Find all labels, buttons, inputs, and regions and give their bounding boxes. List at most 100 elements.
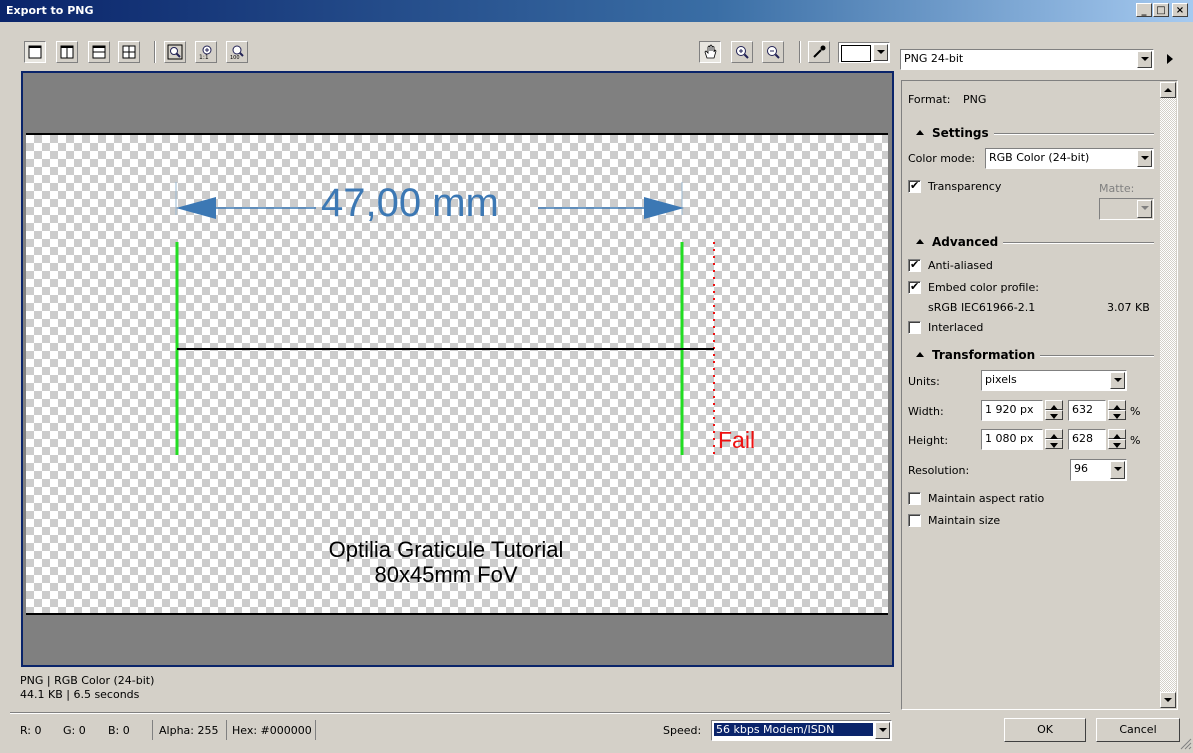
- preview-info-size: 44.1 KB | 6.5 seconds: [20, 688, 140, 701]
- collapse-icon: [916, 239, 924, 244]
- zoom-out-icon[interactable]: [762, 41, 784, 63]
- divider: [994, 133, 1154, 135]
- hand-tool-icon[interactable]: [699, 41, 721, 63]
- interlaced-checkbox[interactable]: [908, 321, 921, 334]
- settings-section-header[interactable]: Settings: [916, 126, 989, 140]
- expand-arrow-icon[interactable]: [1160, 49, 1180, 70]
- transformation-section-header[interactable]: Transformation: [916, 348, 1035, 362]
- zoom-100-icon[interactable]: 100: [226, 41, 248, 63]
- profile-size: 3.07 KB: [1107, 301, 1150, 314]
- format-select[interactable]: PNG 24-bit: [900, 49, 1154, 70]
- toolbar-separator: [799, 41, 801, 63]
- units-select[interactable]: pixels: [981, 370, 1127, 391]
- caption: Optilia Graticule Tutorial 80x45mm FoV: [26, 537, 866, 587]
- collapse-icon: [916, 352, 924, 357]
- embed-profile-label: Embed color profile:: [928, 281, 1039, 294]
- zoom-actual-size-icon[interactable]: 1:1: [195, 41, 217, 63]
- maintain-size-checkbox[interactable]: [908, 514, 921, 527]
- height-percent-stepper[interactable]: [1108, 429, 1126, 449]
- arrow-right-icon: [644, 197, 684, 219]
- cancel-button[interactable]: Cancel: [1096, 718, 1180, 742]
- status-hex: Hex: #000000: [232, 724, 312, 737]
- status-r: R: 0: [20, 724, 42, 737]
- units-label: Units:: [908, 375, 940, 388]
- single-view-icon[interactable]: [24, 41, 46, 63]
- status-divider: [315, 720, 316, 740]
- percent-sign: %: [1130, 434, 1141, 447]
- divider: [10, 712, 890, 714]
- height-percent-input[interactable]: 628: [1068, 429, 1106, 450]
- color-mode-label: Color mode:: [908, 152, 976, 165]
- status-divider: [152, 720, 153, 740]
- collapse-icon: [916, 130, 924, 135]
- anti-aliased-label: Anti-aliased: [928, 259, 993, 272]
- matte-color-picker[interactable]: [838, 42, 890, 63]
- color-mode-select[interactable]: RGB Color (24-bit): [985, 148, 1154, 169]
- chevron-down-icon: [1110, 372, 1125, 389]
- ok-button[interactable]: OK: [1004, 718, 1086, 742]
- maintain-size-label: Maintain size: [928, 514, 1001, 527]
- width-input[interactable]: 1 920 px: [981, 400, 1043, 421]
- matte-select[interactable]: [1099, 198, 1154, 220]
- height-input[interactable]: 1 080 px: [981, 429, 1043, 450]
- profile-name: sRGB IEC61966-2.1: [928, 301, 1036, 314]
- preview-canvas[interactable]: 47,00 mm Fail Optilia Graticule Tutorial…: [26, 133, 888, 615]
- advanced-section-header[interactable]: Advanced: [916, 235, 998, 249]
- quad-view-icon[interactable]: [118, 41, 140, 63]
- graticule-graphic: [175, 182, 715, 455]
- chevron-down-icon: [1137, 51, 1152, 68]
- width-percent-stepper[interactable]: [1108, 400, 1126, 420]
- transparency-label: Transparency: [928, 180, 1002, 193]
- speed-select[interactable]: 56 kbps Modem/ISDN: [711, 720, 892, 741]
- preview-info-format: PNG | RGB Color (24-bit): [20, 674, 155, 687]
- maximize-button[interactable]: □: [1153, 3, 1169, 17]
- status-alpha: Alpha: 255: [159, 724, 219, 737]
- zoom-in-icon[interactable]: [731, 41, 753, 63]
- settings-panel: [901, 80, 1178, 710]
- status-g: G: 0: [63, 724, 86, 737]
- divider: [1040, 355, 1154, 357]
- width-percent-input[interactable]: 632: [1068, 400, 1106, 421]
- chevron-down-icon: [1137, 200, 1152, 218]
- zoom-fit-icon[interactable]: [164, 41, 186, 63]
- title-bar: Export to PNG _ □ ×: [0, 0, 1193, 22]
- status-divider: [226, 720, 227, 740]
- chevron-down-icon: [873, 44, 888, 61]
- close-button[interactable]: ×: [1172, 3, 1188, 17]
- chevron-down-icon: [875, 722, 890, 739]
- format-label: Format:: [908, 93, 951, 106]
- maintain-aspect-checkbox[interactable]: [908, 492, 921, 505]
- caption-line-1: Optilia Graticule Tutorial: [328, 537, 564, 562]
- height-label: Height:: [908, 434, 949, 447]
- scroll-down-icon[interactable]: [1160, 692, 1176, 708]
- toolbar-separator: [154, 41, 156, 63]
- measurement-label: 47,00 mm: [321, 181, 499, 225]
- maintain-aspect-label: Maintain aspect ratio: [928, 492, 1045, 505]
- anti-aliased-checkbox[interactable]: [908, 258, 921, 272]
- window-title: Export to PNG: [6, 4, 94, 17]
- height-stepper[interactable]: [1045, 429, 1063, 449]
- eyedropper-icon[interactable]: [808, 41, 830, 63]
- percent-sign: %: [1130, 405, 1141, 418]
- interlaced-label: Interlaced: [928, 321, 984, 334]
- embed-profile-checkbox[interactable]: [908, 280, 921, 294]
- chevron-down-icon: [1110, 461, 1125, 479]
- panel-scrollbar[interactable]: [1160, 82, 1176, 708]
- transparency-checkbox[interactable]: [908, 179, 921, 193]
- resolution-label: Resolution:: [908, 464, 970, 477]
- minimize-button[interactable]: _: [1136, 3, 1152, 17]
- split-horizontal-icon[interactable]: [88, 41, 110, 63]
- scroll-up-icon[interactable]: [1160, 82, 1176, 98]
- divider: [1003, 242, 1154, 244]
- color-swatch: [841, 45, 871, 62]
- resolution-select[interactable]: 96: [1070, 459, 1127, 481]
- resize-grip-icon[interactable]: [1178, 736, 1192, 750]
- speed-label: Speed:: [663, 724, 702, 737]
- fail-label: Fail: [718, 427, 756, 453]
- width-label: Width:: [908, 405, 944, 418]
- status-b: B: 0: [108, 724, 130, 737]
- split-vertical-icon[interactable]: [56, 41, 78, 63]
- caption-line-2: 80x45mm FoV: [374, 562, 518, 587]
- width-stepper[interactable]: [1045, 400, 1063, 420]
- chevron-down-icon: [1137, 150, 1152, 167]
